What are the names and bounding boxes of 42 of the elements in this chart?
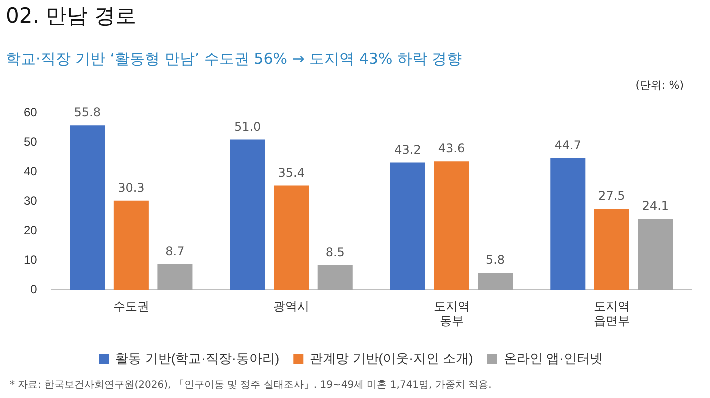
bar [390, 162, 426, 290]
bar [318, 265, 353, 290]
x-tick-label: 광역시 [274, 300, 310, 314]
bar [114, 200, 149, 290]
y-tick-label: 60 [24, 106, 38, 120]
y-axis-title: (단위: %) [636, 78, 684, 93]
bar [158, 264, 193, 290]
y-tick-label: 10 [24, 253, 38, 268]
legend-label: 활동 기반(학교·직장·동아리) [116, 351, 280, 366]
data-label: 55.8 [74, 106, 102, 120]
data-label: 24.1 [642, 199, 670, 214]
x-tick-label: 수도권 [113, 300, 150, 314]
text: * 자료: 한국보건사회연구원(2026), 「인구이동 및 정주 실태조사」. 19~49세 미혼 1,741명, 가중치 적용. [10, 378, 492, 392]
legend-label: 관계망 기반(이웃·지인 소개) [310, 351, 474, 366]
bar [274, 186, 310, 290]
legend-label: 온라인 앱·인터넷 [504, 351, 603, 366]
y-tick-label: 20 [24, 224, 38, 238]
data-label: 5.8 [486, 253, 506, 268]
data-label: 35.4 [278, 166, 305, 180]
data-label: 8.5 [326, 245, 345, 260]
data-label: 8.7 [166, 244, 185, 259]
data-label: 27.5 [598, 189, 626, 204]
chart-subtitle: 학교·직장 기반 ‘활동형 만남’ 수도권 56% → 도지역 43% 하락 경향 [6, 50, 462, 69]
y-tick-label: 30 [24, 194, 38, 208]
bar [550, 158, 586, 290]
data-label: 30.3 [118, 180, 145, 195]
bar [638, 219, 674, 290]
bar [434, 162, 470, 290]
data-label: 43.6 [438, 142, 466, 156]
bar [594, 209, 630, 290]
chart-title: 02. 만남 경로 [6, 3, 137, 30]
y-tick-label: 0 [30, 282, 38, 297]
data-label: 44.7 [554, 138, 582, 152]
x-tick-label: 도지역 동부 [434, 300, 470, 328]
data-label: 51.0 [234, 120, 262, 134]
bar [70, 126, 106, 290]
bar [478, 273, 514, 290]
x-tick-label: 도지역 읍면부 [594, 300, 630, 328]
data-label: 43.2 [394, 142, 422, 157]
y-tick-label: 50 [24, 135, 38, 150]
y-tick-label: 40 [24, 164, 38, 179]
bar [230, 140, 266, 290]
